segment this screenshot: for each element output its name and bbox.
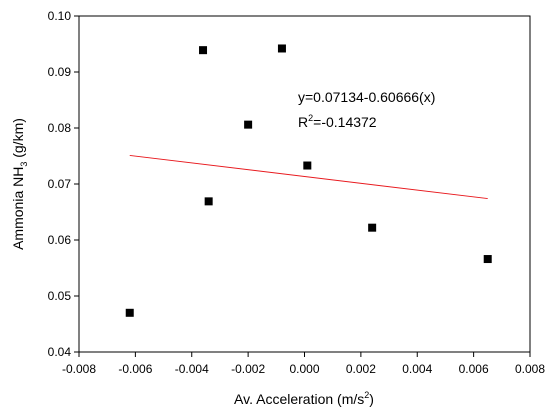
x-axis-title-part: Av. Acceleration (m/s <box>234 391 364 407</box>
y-axis-title-sub: 3 <box>19 162 29 167</box>
x-tick-label: 0.002 <box>346 362 376 376</box>
scatter-point <box>277 44 286 53</box>
annotation: R2=-0.14372 <box>298 113 377 130</box>
scatter-point <box>303 161 312 170</box>
y-tick-label: 0.05 <box>48 289 72 303</box>
annotation-part: R <box>298 114 308 130</box>
x-tick-label: -0.006 <box>118 362 152 376</box>
scatter-point <box>204 197 213 206</box>
x-axis-title-sup: 2 <box>364 390 369 400</box>
y-tick-label: 0.06 <box>48 233 72 247</box>
scatter-point <box>199 46 208 55</box>
scatter-point <box>368 223 377 232</box>
x-axis-title: Av. Acceleration (m/s2) <box>234 390 374 407</box>
scatter-point <box>244 120 253 129</box>
x-tick-label: 0.004 <box>402 362 432 376</box>
x-tick-label: 0.008 <box>515 362 545 376</box>
y-tick-label: 0.10 <box>48 9 72 23</box>
y-axis-title: Ammonia NH3 (g/km) <box>10 118 29 250</box>
scatter-point <box>125 308 134 317</box>
x-tick-label: 0.000 <box>289 362 319 376</box>
annotation: y=0.07134-0.60666(x) <box>298 89 435 105</box>
y-axis-title-part: Ammonia NH <box>10 167 26 250</box>
fit-line <box>129 154 488 200</box>
annotation-part: y=0.07134-0.60666(x) <box>298 89 435 105</box>
annotation-sup: 2 <box>308 113 313 123</box>
y-tick-label: 0.07 <box>48 177 72 191</box>
x-tick-label: -0.002 <box>231 362 265 376</box>
y-tick-label: 0.04 <box>48 345 72 359</box>
y-axis-title-part: (g/km) <box>10 118 26 162</box>
x-tick-label: 0.006 <box>459 362 489 376</box>
annotation-part: =-0.14372 <box>313 114 377 130</box>
y-tick-label: 0.08 <box>48 121 72 135</box>
x-tick-label: -0.004 <box>175 362 209 376</box>
x-axis-title-part: ) <box>369 391 374 407</box>
scatter-point <box>483 255 492 264</box>
x-tick-label: -0.008 <box>62 362 96 376</box>
y-tick-label: 0.09 <box>48 65 72 79</box>
plot-frame <box>78 15 531 353</box>
